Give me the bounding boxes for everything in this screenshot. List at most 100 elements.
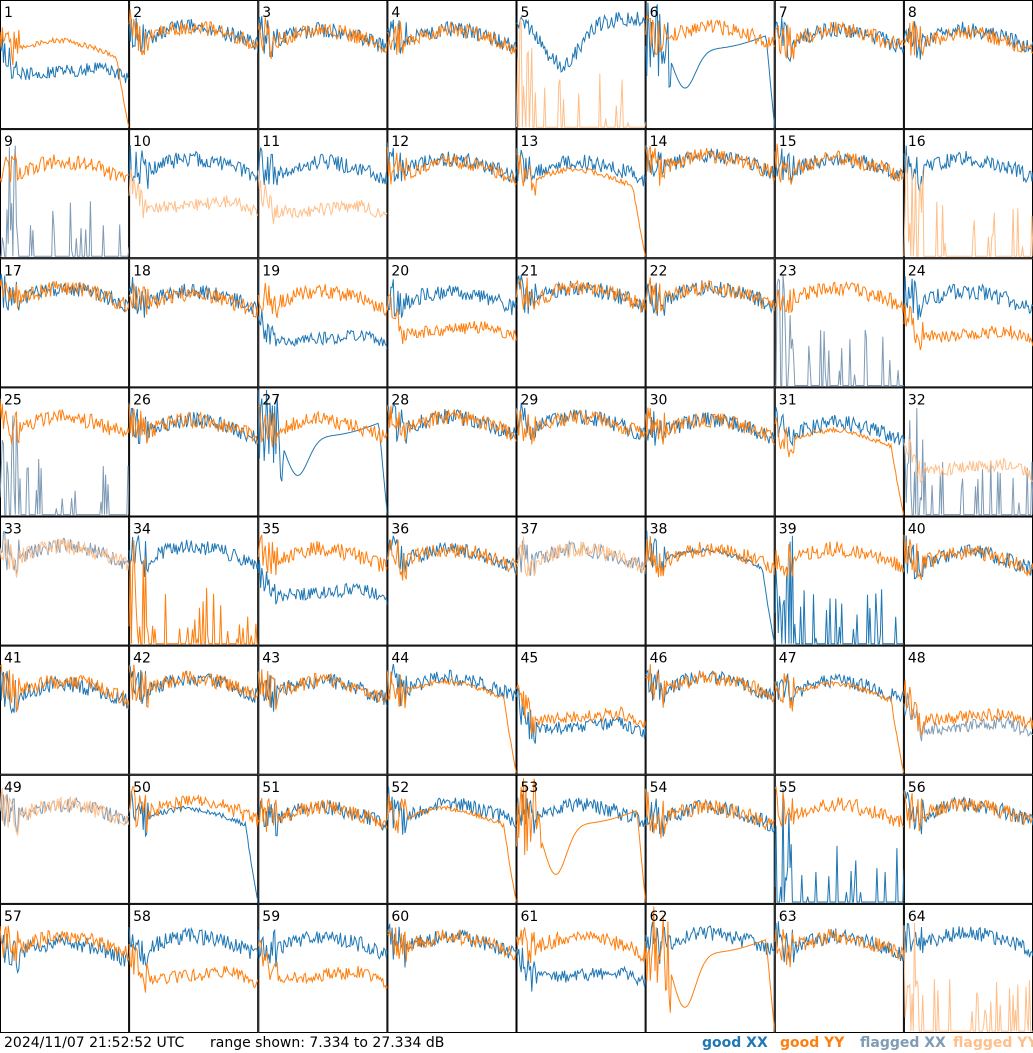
range-text: range shown: 7.334 to 27.334 dB xyxy=(210,1035,445,1051)
panel-45: 45 xyxy=(516,645,647,775)
panel-37: 37 xyxy=(516,516,647,646)
panel-frame xyxy=(0,903,130,1033)
panel-label: 57 xyxy=(4,909,22,925)
panel-frame xyxy=(258,516,388,646)
xx-trace xyxy=(386,535,517,576)
panel-label: 30 xyxy=(650,392,668,408)
xx-trace xyxy=(903,692,1033,742)
yy-trace xyxy=(128,786,259,833)
panel-frame xyxy=(516,0,646,130)
panel-frame xyxy=(258,903,388,1033)
xx-trace xyxy=(386,19,517,54)
panel-34: 34 xyxy=(128,516,259,646)
panel-frame xyxy=(774,0,904,130)
yy-trace xyxy=(386,147,517,187)
xx-trace xyxy=(903,275,1033,320)
panel-frame xyxy=(129,387,259,517)
panel-label: 9 xyxy=(4,134,13,150)
panel-5: 5 xyxy=(516,0,647,130)
panel-label: 23 xyxy=(779,263,797,279)
panel-64: 64 xyxy=(903,903,1033,1033)
xx-trace xyxy=(257,389,388,516)
panel-frame xyxy=(258,258,388,388)
yy-trace xyxy=(257,669,388,710)
xx-trace xyxy=(645,921,776,965)
xx-trace xyxy=(128,145,259,189)
xx-trace xyxy=(257,560,388,606)
panel-frame xyxy=(0,774,130,904)
panel-frame xyxy=(0,129,130,259)
yy-trace xyxy=(128,283,259,318)
panel-52: 52 xyxy=(386,774,517,904)
xx-trace xyxy=(516,794,647,834)
panel-21: 21 xyxy=(516,258,647,388)
panel-61: 61 xyxy=(516,903,647,1033)
xx-trace xyxy=(0,930,130,975)
legend-good-xx: good XX xyxy=(702,1035,768,1051)
panel-frame xyxy=(0,516,130,646)
panel-28: 28 xyxy=(386,387,517,517)
yy-trace xyxy=(516,777,647,903)
panel-label: 50 xyxy=(133,780,151,796)
yy-trace xyxy=(257,534,388,576)
panel-9: 9 xyxy=(0,129,130,259)
panel-label: 33 xyxy=(4,522,22,538)
panel-30: 30 xyxy=(645,387,776,517)
panel-62: 62 xyxy=(645,903,776,1033)
yy-trace xyxy=(774,541,905,579)
panel-label: 41 xyxy=(4,651,22,667)
panel-label: 13 xyxy=(521,134,539,150)
yy-trace xyxy=(386,671,517,774)
panel-18: 18 xyxy=(128,258,259,388)
panel-frame xyxy=(387,903,517,1033)
xx-trace xyxy=(774,407,905,447)
panel-frame xyxy=(645,774,775,904)
panel-frame xyxy=(129,903,259,1033)
xx-trace xyxy=(516,686,647,744)
yy-trace xyxy=(645,906,776,1032)
panel-label: 22 xyxy=(650,263,668,279)
xx-trace xyxy=(386,142,517,183)
panel-15: 15 xyxy=(774,129,905,259)
yy-trace xyxy=(645,407,776,446)
panel-19: 19 xyxy=(257,258,388,388)
panel-14: 14 xyxy=(645,129,776,259)
panel-frame xyxy=(129,645,259,775)
xx-trace xyxy=(516,148,647,187)
panel-59: 59 xyxy=(257,903,388,1033)
xx-trace xyxy=(128,926,259,969)
yy-trace xyxy=(0,27,130,128)
yy-trace xyxy=(516,409,647,445)
panel-label: 55 xyxy=(779,780,797,796)
panel-label: 56 xyxy=(908,780,926,796)
panel-frame xyxy=(516,516,646,646)
yy-trace xyxy=(0,154,130,183)
panel-frame xyxy=(645,387,775,517)
panel-label: 44 xyxy=(391,651,409,667)
panel-label: 14 xyxy=(650,134,668,150)
panel-26: 26 xyxy=(128,387,259,517)
panel-frame xyxy=(258,774,388,904)
yy-trace xyxy=(0,398,130,445)
panel-label: 42 xyxy=(133,651,151,667)
panel-50: 50 xyxy=(128,774,259,904)
panel-label: 32 xyxy=(908,392,926,408)
xx-trace xyxy=(645,2,776,128)
yy-trace xyxy=(0,787,130,837)
xx-trace xyxy=(516,11,647,73)
panel-39: 39 xyxy=(774,516,905,646)
panel-frame xyxy=(0,645,130,775)
panel-frame xyxy=(774,258,904,388)
panel-frame xyxy=(774,645,904,775)
panel-label: 27 xyxy=(262,392,280,408)
panel-label: 28 xyxy=(391,392,409,408)
panel-label: 6 xyxy=(650,5,659,21)
xx-trace xyxy=(903,145,1033,192)
yy-trace xyxy=(128,169,259,219)
xx-trace xyxy=(0,415,130,516)
yy-trace xyxy=(516,682,647,735)
panel-label: 20 xyxy=(391,263,409,279)
panel-25: 25 xyxy=(0,387,130,517)
yy-trace xyxy=(645,536,776,578)
xx-trace xyxy=(903,535,1033,580)
